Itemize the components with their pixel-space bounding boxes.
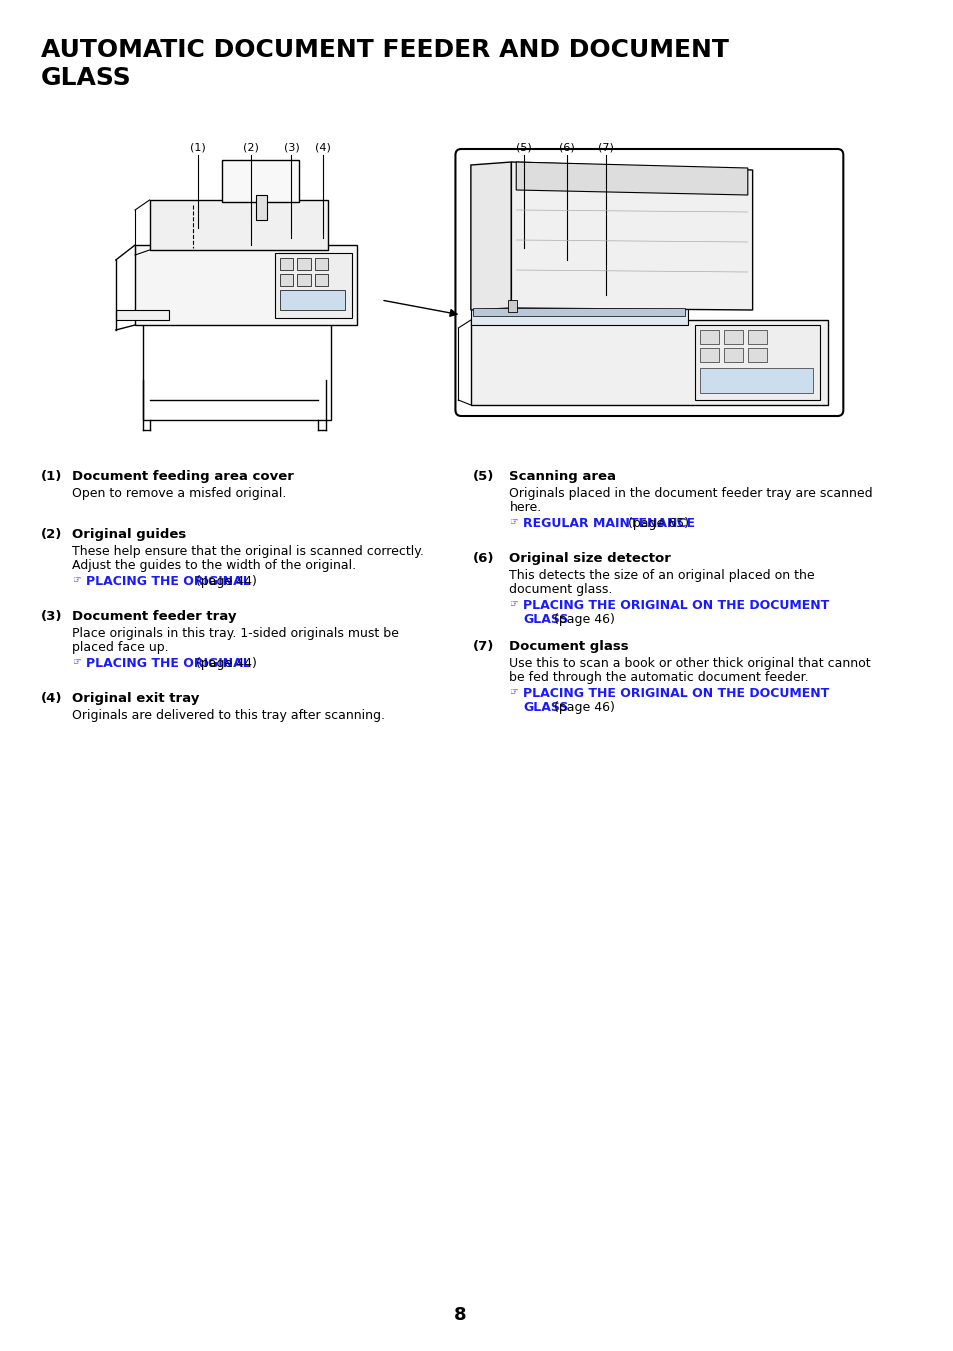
FancyBboxPatch shape bbox=[279, 258, 293, 270]
Text: GLASS: GLASS bbox=[40, 66, 132, 91]
Text: This detects the size of an original placed on the: This detects the size of an original pla… bbox=[509, 569, 814, 582]
FancyBboxPatch shape bbox=[297, 258, 311, 270]
Text: Use this to scan a book or other thick original that cannot: Use this to scan a book or other thick o… bbox=[509, 657, 870, 670]
Text: Originals are delivered to this tray after scanning.: Originals are delivered to this tray aft… bbox=[72, 709, 385, 721]
Text: Adjust the guides to the width of the original.: Adjust the guides to the width of the or… bbox=[72, 559, 356, 571]
Polygon shape bbox=[135, 245, 356, 326]
Text: (4): (4) bbox=[315, 143, 331, 153]
Text: Document feeder tray: Document feeder tray bbox=[72, 611, 236, 623]
Text: ☞: ☞ bbox=[72, 657, 81, 667]
Text: (page 65): (page 65) bbox=[623, 517, 688, 530]
Text: (7): (7) bbox=[473, 640, 494, 653]
Text: Original exit tray: Original exit tray bbox=[72, 692, 199, 705]
Text: PLACING THE ORIGINAL: PLACING THE ORIGINAL bbox=[86, 576, 251, 588]
Text: REGULAR MAINTENANCE: REGULAR MAINTENANCE bbox=[522, 517, 694, 530]
Text: document glass.: document glass. bbox=[509, 584, 612, 596]
Text: be fed through the automatic document feeder.: be fed through the automatic document fe… bbox=[509, 671, 808, 684]
Text: These help ensure that the original is scanned correctly.: These help ensure that the original is s… bbox=[72, 544, 424, 558]
Polygon shape bbox=[222, 159, 299, 203]
FancyBboxPatch shape bbox=[314, 274, 328, 286]
Text: (4): (4) bbox=[40, 692, 62, 705]
Text: (5): (5) bbox=[473, 470, 494, 484]
FancyBboxPatch shape bbox=[143, 320, 331, 420]
Text: here.: here. bbox=[509, 501, 541, 513]
FancyBboxPatch shape bbox=[507, 300, 517, 312]
Text: Place originals in this tray. 1-sided originals must be: Place originals in this tray. 1-sided or… bbox=[72, 627, 398, 640]
Text: (7): (7) bbox=[598, 143, 614, 153]
FancyBboxPatch shape bbox=[699, 330, 719, 345]
Text: (2): (2) bbox=[243, 143, 258, 153]
Text: (3): (3) bbox=[283, 143, 299, 153]
Text: (1): (1) bbox=[190, 143, 206, 153]
Polygon shape bbox=[511, 162, 752, 309]
Text: (page 46): (page 46) bbox=[549, 613, 614, 626]
Text: Originals placed in the document feeder tray are scanned: Originals placed in the document feeder … bbox=[509, 486, 872, 500]
FancyBboxPatch shape bbox=[471, 320, 827, 405]
Text: Document glass: Document glass bbox=[509, 640, 628, 653]
Text: placed face up.: placed face up. bbox=[72, 640, 169, 654]
FancyBboxPatch shape bbox=[279, 274, 293, 286]
Text: ☞: ☞ bbox=[509, 517, 517, 527]
Text: Original guides: Original guides bbox=[72, 528, 187, 540]
Text: (page 44): (page 44) bbox=[192, 657, 256, 670]
Text: (3): (3) bbox=[40, 611, 62, 623]
FancyBboxPatch shape bbox=[699, 367, 813, 393]
FancyBboxPatch shape bbox=[473, 308, 684, 316]
Text: AUTOMATIC DOCUMENT FEEDER AND DOCUMENT: AUTOMATIC DOCUMENT FEEDER AND DOCUMENT bbox=[40, 38, 728, 62]
FancyBboxPatch shape bbox=[723, 349, 742, 362]
Text: Open to remove a misfed original.: Open to remove a misfed original. bbox=[72, 486, 287, 500]
Polygon shape bbox=[115, 309, 169, 320]
FancyBboxPatch shape bbox=[723, 330, 742, 345]
Polygon shape bbox=[471, 162, 511, 309]
FancyBboxPatch shape bbox=[297, 274, 311, 286]
Text: (6): (6) bbox=[558, 143, 575, 153]
Text: PLACING THE ORIGINAL ON THE DOCUMENT: PLACING THE ORIGINAL ON THE DOCUMENT bbox=[522, 598, 828, 612]
Text: (2): (2) bbox=[40, 528, 62, 540]
FancyBboxPatch shape bbox=[699, 349, 719, 362]
FancyBboxPatch shape bbox=[471, 305, 687, 326]
FancyBboxPatch shape bbox=[455, 149, 842, 416]
Text: (1): (1) bbox=[40, 470, 62, 484]
Text: (page 46): (page 46) bbox=[549, 701, 614, 713]
Polygon shape bbox=[516, 162, 747, 195]
FancyBboxPatch shape bbox=[747, 330, 766, 345]
Text: GLASS: GLASS bbox=[522, 613, 568, 626]
FancyBboxPatch shape bbox=[314, 258, 328, 270]
Text: 8: 8 bbox=[454, 1306, 466, 1324]
Text: (6): (6) bbox=[473, 553, 494, 565]
FancyBboxPatch shape bbox=[274, 253, 352, 317]
Text: ☞: ☞ bbox=[72, 576, 81, 585]
Text: ☞: ☞ bbox=[509, 598, 517, 609]
Text: PLACING THE ORIGINAL: PLACING THE ORIGINAL bbox=[86, 657, 251, 670]
Text: Original size detector: Original size detector bbox=[509, 553, 671, 565]
Text: ☞: ☞ bbox=[509, 688, 517, 697]
FancyBboxPatch shape bbox=[747, 349, 766, 362]
Polygon shape bbox=[150, 200, 328, 250]
Text: (5): (5) bbox=[516, 143, 531, 153]
FancyBboxPatch shape bbox=[279, 290, 345, 309]
FancyBboxPatch shape bbox=[255, 195, 267, 220]
Text: Scanning area: Scanning area bbox=[509, 470, 616, 484]
Text: Document feeding area cover: Document feeding area cover bbox=[72, 470, 294, 484]
Text: PLACING THE ORIGINAL ON THE DOCUMENT: PLACING THE ORIGINAL ON THE DOCUMENT bbox=[522, 688, 828, 700]
Text: GLASS: GLASS bbox=[522, 701, 568, 713]
Text: (page 44): (page 44) bbox=[192, 576, 256, 588]
FancyBboxPatch shape bbox=[694, 326, 820, 400]
